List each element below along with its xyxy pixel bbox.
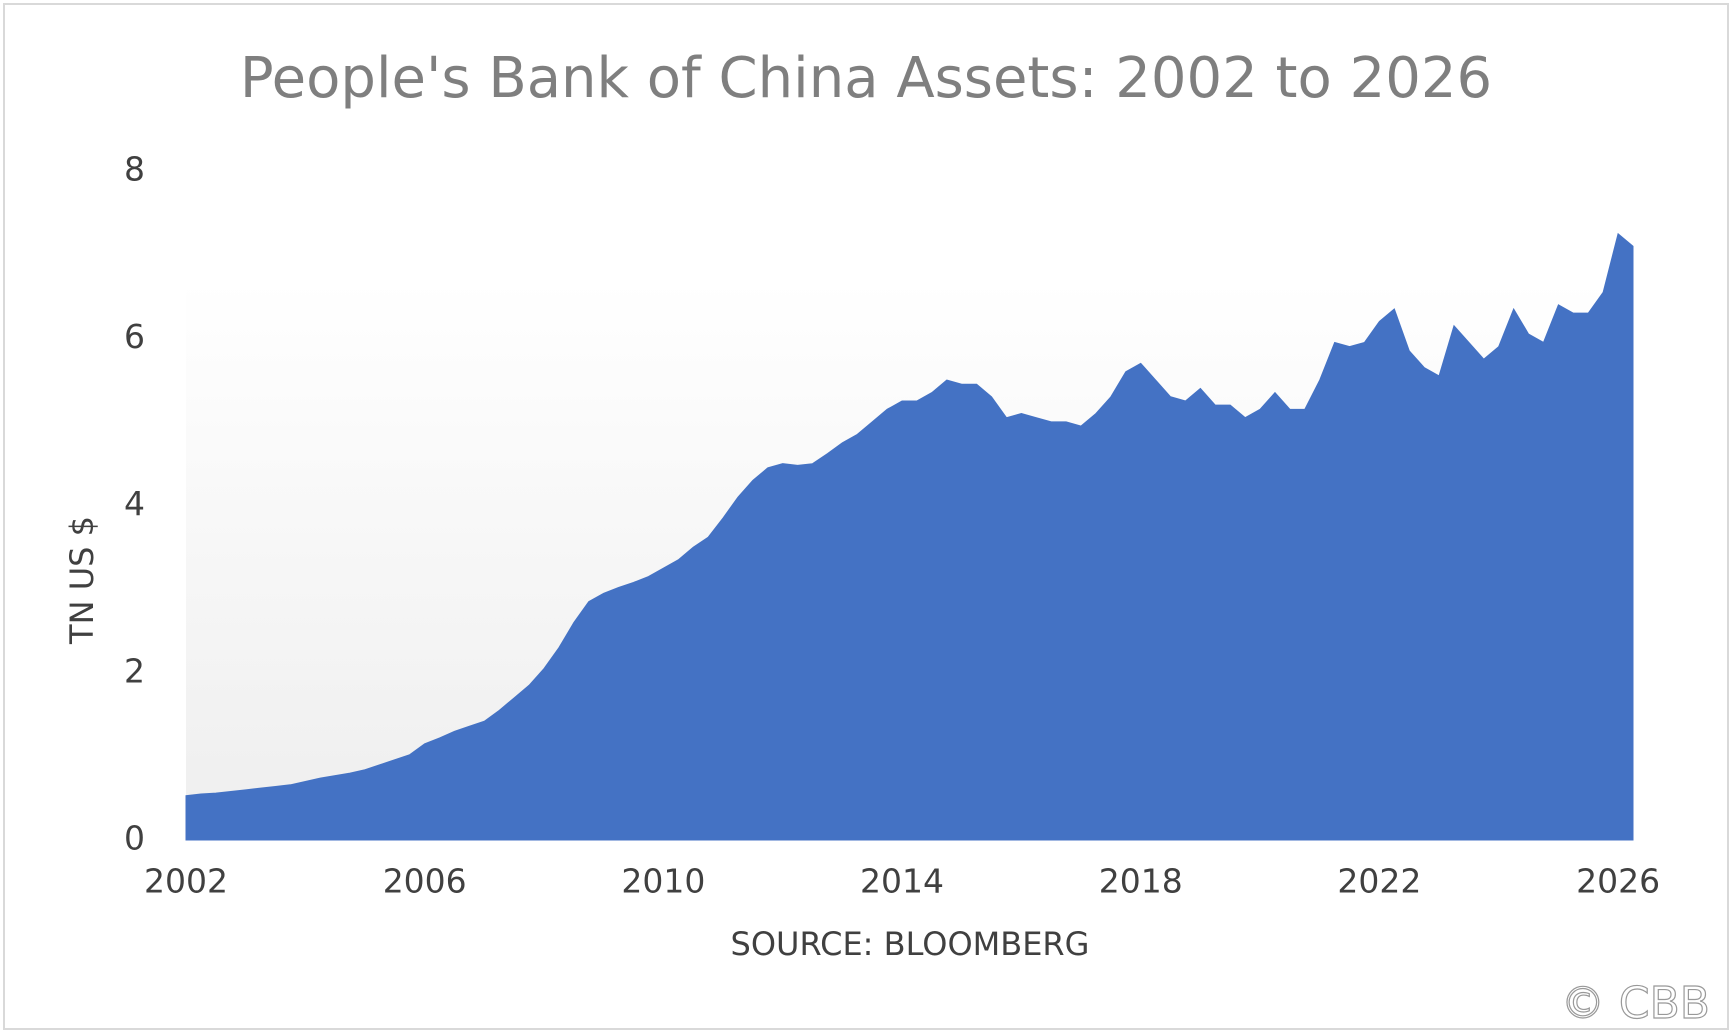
y-tick-label: 0 [124, 819, 145, 858]
y-tick-label: 4 [124, 484, 145, 523]
y-axis-label: TN US $ [63, 516, 101, 645]
x-axis-label: SOURCE: BLOOMBERG [731, 925, 1090, 963]
x-tick-label: 2002 [144, 862, 228, 901]
watermark: © CBB [1561, 978, 1710, 1029]
chart-title: People's Bank of China Assets: 2002 to 2… [240, 46, 1492, 111]
x-tick-label: 2018 [1099, 862, 1183, 901]
y-tick-label: 2 [124, 651, 145, 690]
x-tick-label: 2026 [1576, 862, 1660, 901]
area [185, 232, 1634, 841]
x-tick-label: 2022 [1337, 862, 1421, 901]
x-tick-label: 2014 [860, 862, 944, 901]
x-tick-label: 2010 [621, 862, 705, 901]
y-tick-label: 6 [124, 317, 145, 356]
x-tick-label: 2006 [383, 862, 467, 901]
y-tick-label: 8 [124, 150, 145, 189]
